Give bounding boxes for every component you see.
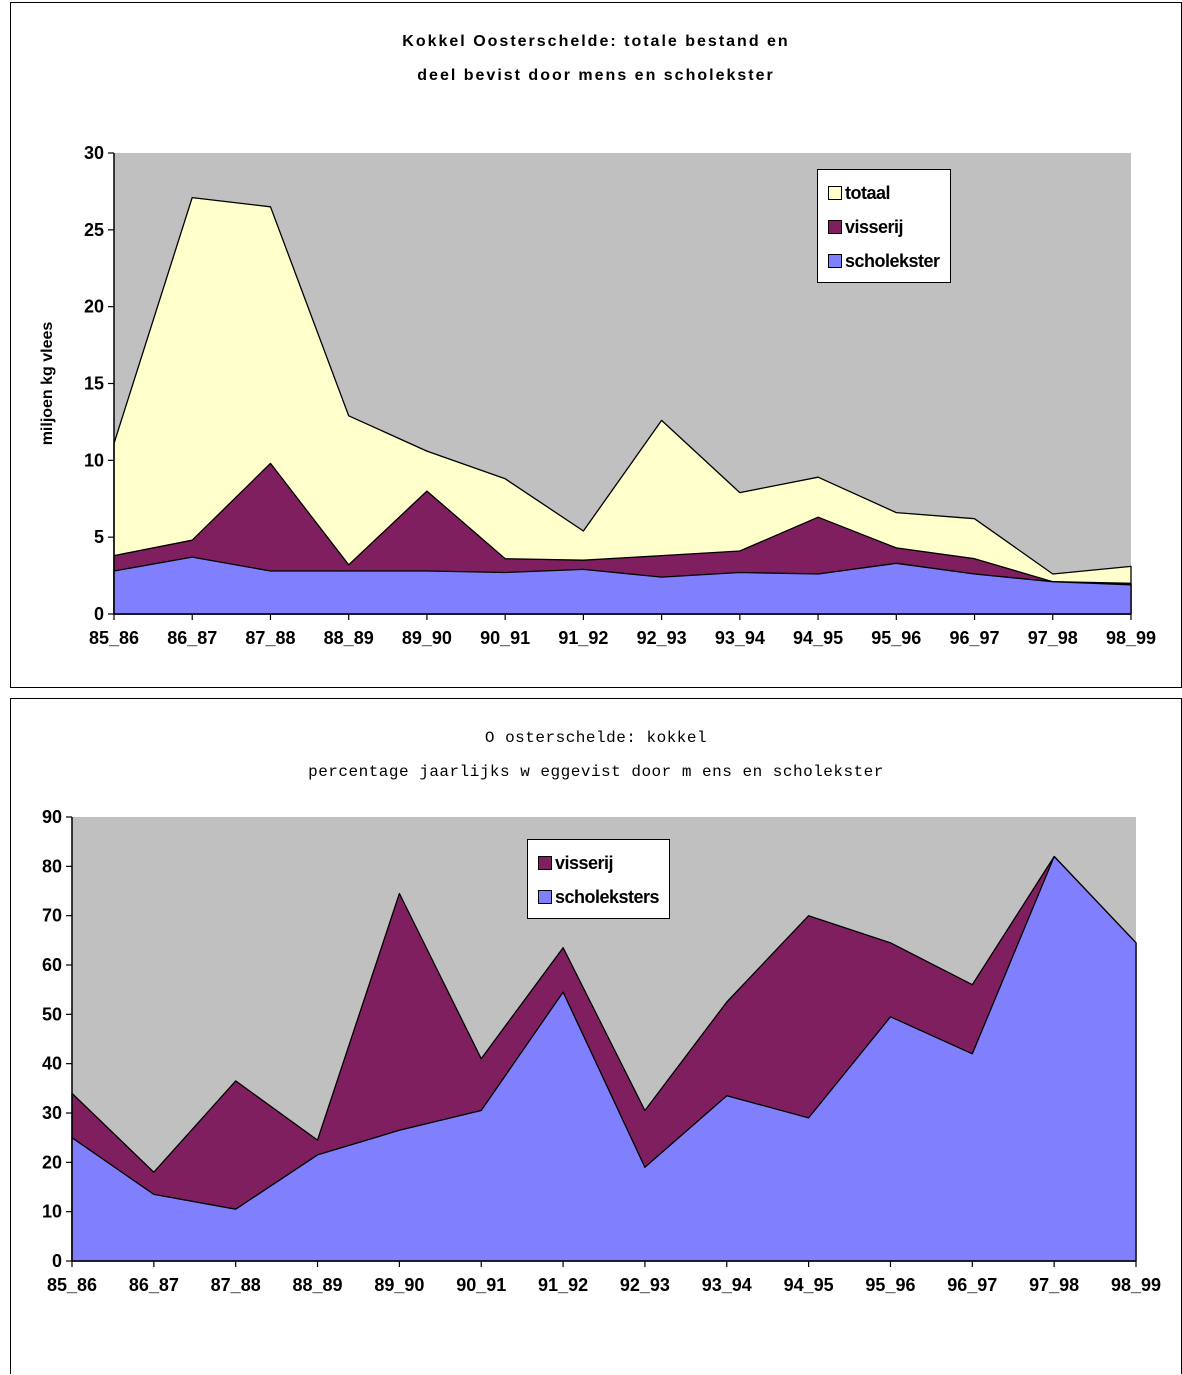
chart1-x-tick-label: 85_86 <box>89 628 139 648</box>
chart2-x-tick-label: 85_86 <box>47 1275 97 1295</box>
chart2-y-tick-label: 70 <box>42 906 62 926</box>
chart1-series-area-scholekster <box>113 556 1132 615</box>
chart2-y-tick-label: 40 <box>42 1054 62 1074</box>
chart2-x-tick-label: 91_92 <box>538 1275 588 1295</box>
chart1-y-tick-label: 0 <box>94 604 104 624</box>
chart1-x-tick-label: 96_97 <box>950 628 1000 648</box>
chart1-y-tick-label: 10 <box>84 450 104 470</box>
chart2-y-tick-label: 10 <box>42 1202 62 1222</box>
legend-label-visserij: visserij <box>845 216 904 237</box>
legend-swatch-visserij-2 <box>538 856 552 870</box>
chart2-x-tick-label: 97_98 <box>1029 1275 1079 1295</box>
chart2-x-tick-label: 95_96 <box>865 1275 915 1295</box>
chart2-x-tick-label: 96_97 <box>947 1275 997 1295</box>
chart1-x-tick-label: 95_96 <box>871 628 921 648</box>
legend-item-scholekster: scholekster <box>828 244 940 278</box>
chart2-x-tick-label: 87_88 <box>211 1275 261 1295</box>
chart2-series-area-scholeksters <box>71 855 1137 1262</box>
chart1-title-line1: Kokkel Oosterschelde: totale bestand en <box>402 33 790 50</box>
chart2-x-tick-label: 86_87 <box>129 1275 179 1295</box>
legend-item-totaal: totaal <box>828 176 940 210</box>
chart1-legend: totaal visserij scholekster <box>817 169 951 283</box>
legend-swatch-scholeksters <box>538 890 552 904</box>
chart1-x-tick-label: 89_90 <box>402 628 452 648</box>
chart2-y-tick-label: 60 <box>42 955 62 975</box>
chart-panel-2: O osterschelde: kokkel percentage jaarli… <box>10 698 1182 1374</box>
chart1-svg: 0 5 10 15 20 25 30 85_86 86_87 87_88 88_89 89_90 90_… <box>39 143 1156 648</box>
chart2-x-tick-label: 92_93 <box>620 1275 670 1295</box>
chart2-legend: visserij scholeksters <box>527 839 671 919</box>
chart2-y-tick-label: 80 <box>42 856 62 876</box>
chart1-x-tick-label: 87_88 <box>245 628 295 648</box>
legend-item-scholeksters: scholeksters <box>538 880 660 914</box>
chart2-y-tick-label: 90 <box>42 807 62 827</box>
chart1-x-tick-label: 90_91 <box>480 628 530 648</box>
chart2-y-tick-label: 30 <box>42 1103 62 1123</box>
chart1-y-tick-label: 30 <box>84 143 104 163</box>
chart1-x-tick-label: 94_95 <box>793 628 843 648</box>
chart2-svg: 0 10 20 30 40 50 60 70 80 90 85_86 86_87 87_88 88_89 8… <box>42 807 1161 1295</box>
chart-panel-1: Kokkel Oosterschelde: totale bestand en … <box>10 2 1182 688</box>
chart1-x-tick-label: 97_98 <box>1028 628 1078 648</box>
legend-label-totaal: totaal <box>845 182 891 203</box>
chart1-x-tick-label: 88_89 <box>324 628 374 648</box>
legend-label-scholekster: scholekster <box>845 250 940 271</box>
chart2-y-tick-label: 50 <box>42 1004 62 1024</box>
chart2-x-tick-label: 89_90 <box>374 1275 424 1295</box>
legend-swatch-scholekster <box>828 254 842 268</box>
legend-label-visserij-2: visserij <box>555 852 614 873</box>
chart1-x-tick-label: 91_92 <box>558 628 608 648</box>
chart1-y-tick-label: 5 <box>94 527 104 547</box>
chart2-x-tick-label: 93_94 <box>702 1275 752 1295</box>
chart1-x-tick-label: 98_99 <box>1106 628 1156 648</box>
legend-item-visserij-2: visserij <box>538 846 659 880</box>
chart1-y-tick-label: 25 <box>84 220 104 240</box>
chart1-x-tick-label: 86_87 <box>167 628 217 648</box>
legend-item-visserij: visserij <box>828 210 940 244</box>
chart2-x-tick-label: 98_99 <box>1111 1275 1161 1295</box>
chart1-series-area-totaal <box>113 196 1132 615</box>
chart2-x-tick-label: 90_91 <box>456 1275 506 1295</box>
legend-swatch-visserij <box>828 220 842 234</box>
legend-label-scholeksters: scholeksters <box>555 886 660 907</box>
chart1-y-tick-label: 20 <box>84 297 104 317</box>
chart2-x-tick-label: 94_95 <box>784 1275 834 1295</box>
chart2-title-line1: O osterschelde: kokkel <box>484 729 708 747</box>
chart1-y-tick-label: 15 <box>84 374 104 394</box>
chart2-x-tick-label: 88_89 <box>293 1275 343 1295</box>
chart1-x-tick-label: 92_93 <box>637 628 687 648</box>
chart2-title-line2: percentage jaarlijks w eggevist door m e… <box>308 763 884 781</box>
chart2-y-tick-label: 0 <box>52 1251 62 1271</box>
chart1-title-line2: deel bevist door mens en scholekster <box>417 67 775 84</box>
chart1-y-axis-label: miljoen kg vlees <box>39 322 56 446</box>
chart2-y-tick-label: 20 <box>42 1152 62 1172</box>
legend-swatch-totaal <box>828 186 842 200</box>
chart1-x-tick-label: 93_94 <box>715 628 765 648</box>
